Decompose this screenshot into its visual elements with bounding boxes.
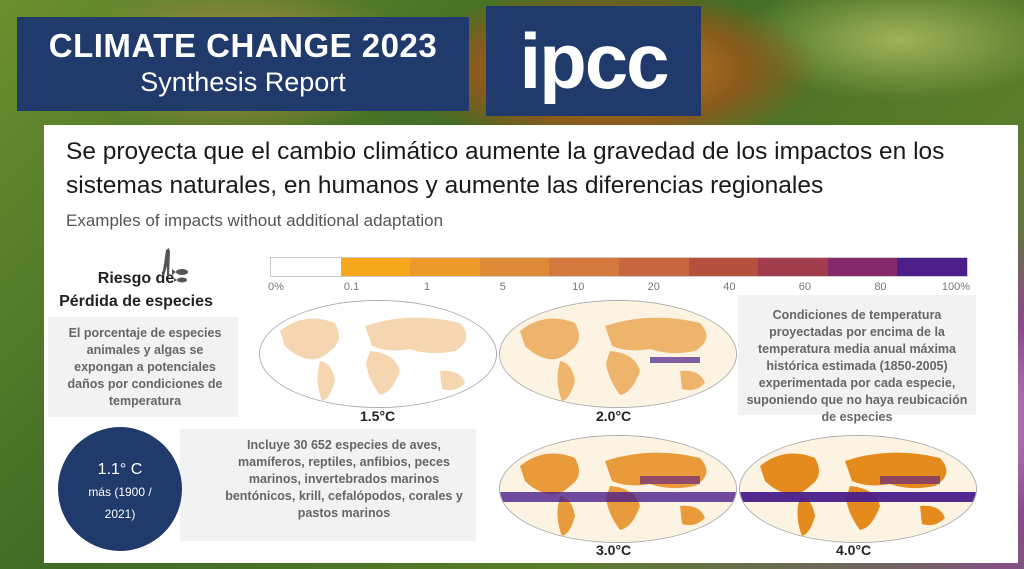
world-map-1-5c [259,300,497,408]
slide-headline: Se proyecta que el cambio climático aume… [66,138,945,199]
scale-segment [340,258,411,276]
left-description-box [48,317,238,417]
ipcc-logo: ipcc [486,6,701,116]
scale-segment [271,258,341,276]
scale-segment [479,258,550,276]
warming-value: 1.1° C [97,461,143,478]
map-label-2-0c: 2.0°C [596,408,632,424]
scale-label: 0% [268,281,284,293]
scale-segment [549,258,619,276]
risk-title-line2: Pérdida de especies [59,293,213,310]
species-note-box [180,429,476,541]
warming-period-line2: 2021) [104,507,136,521]
scale-label: 80 [874,281,887,293]
world-map-2-0c [499,300,737,408]
ipcc-logo-text: ipcc [519,17,669,105]
right-description: Condiciones de temperatura proyectadas p… [746,308,968,424]
scale-label: 0.1 [343,281,360,293]
scale-label: 1 [424,281,431,293]
map-label-3-0c: 3.0°C [596,542,632,558]
map-label-1-5c: 1.5°C [360,408,396,424]
risk-title-line1: Riesgo de [97,270,175,287]
giraffe-fish-icon [162,248,188,283]
scale-segment [618,258,689,276]
left-description: El porcentaje de especies animales y alg… [67,326,223,408]
warming-period-line1: más (1900 / [88,485,152,499]
percentage-color-scale [270,257,968,277]
scale-label: 10 [572,281,585,293]
right-description-box [738,295,976,415]
slide-subtitle: Examples of impacts without additional a… [66,211,444,230]
report-title: CLIMATE CHANGE 2023 [48,27,438,64]
world-map-4-0c [739,435,977,543]
scale-label: 20 [647,281,660,293]
scale-segment [827,258,898,276]
report-title-banner: CLIMATE CHANGE 2023 Synthesis Report [17,17,469,111]
report-subtitle: Synthesis Report [140,67,346,97]
scale-segment [688,258,759,276]
scale-segment [758,258,828,276]
slide-panel: Se proyecta que el cambio climático aume… [44,125,1018,563]
scale-label: 5 [499,281,506,293]
species-note: Incluye 30 652 especies de aves, mamífer… [225,438,463,520]
warming-badge: 1.1° C más (1900 / 2021) [58,427,182,551]
scale-segment [410,258,480,276]
scale-label: 40 [723,281,736,293]
scale-label: 60 [798,281,811,293]
risk-title: Riesgo de Pérdida de especies [51,267,221,313]
world-map-3-0c [499,435,737,543]
scale-segment [897,258,967,276]
map-label-4-0c: 4.0°C [836,542,872,558]
scale-label: 100% [941,281,971,293]
